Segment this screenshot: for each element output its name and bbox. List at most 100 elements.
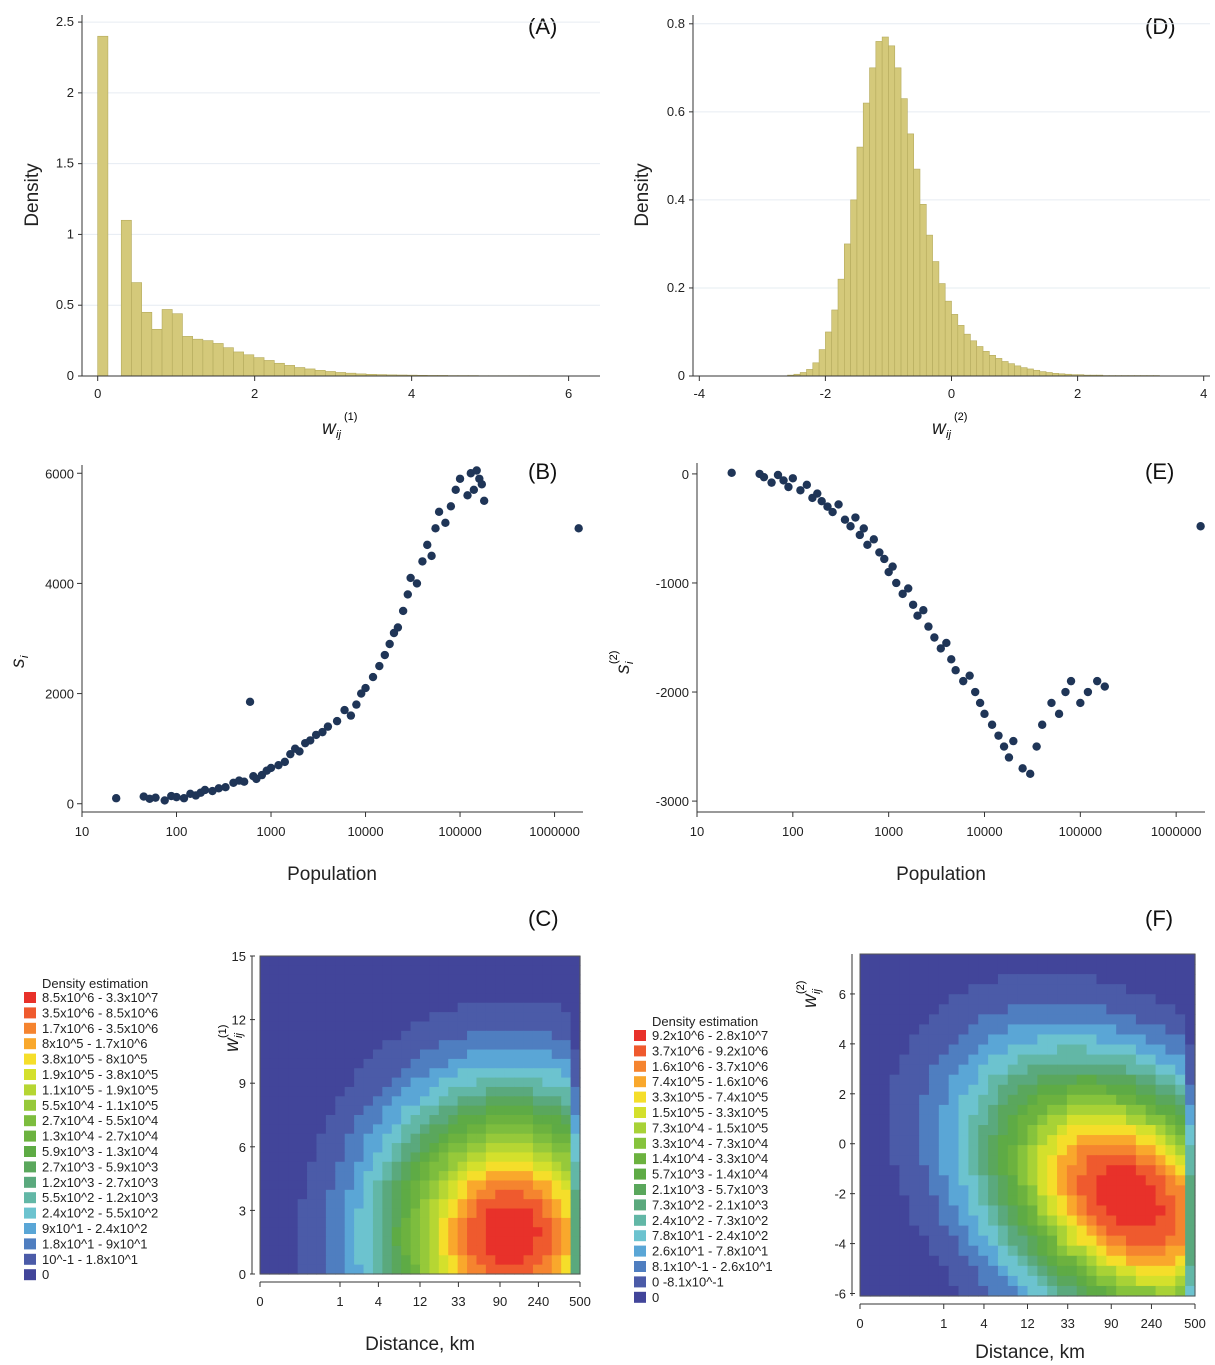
scatter-point [1092,676,1102,686]
heatmap-cell [1145,1114,1157,1126]
heatmap-cell [899,1135,910,1146]
heatmap-cell [344,965,355,976]
heatmap-cell [344,1180,355,1191]
heatmap-cell [928,1054,940,1066]
legend-item-label: 9.2x10^6 - 2.8x10^7 [652,1028,768,1043]
heatmap-cell [1135,1205,1147,1217]
heatmap-cell [1116,1044,1127,1056]
heatmap-cell [269,1199,280,1210]
heatmap-cell [391,1012,402,1023]
legend-item-label: 5.7x10^3 - 1.4x10^4 [652,1167,768,1182]
heatmap-cell [978,1135,989,1146]
heatmap-cell [988,1135,999,1146]
scatter-point [295,747,304,756]
heatmap-cell [542,974,553,985]
scatter-point [179,794,189,803]
heatmap-cell [1126,1245,1137,1257]
heatmap-cell [561,1227,572,1238]
heatmap-cell [958,994,969,1005]
heatmap-cell [514,984,525,995]
heatmap-cell [514,1077,525,1088]
heatmap-cell [958,1165,969,1176]
heatmap-cell [869,964,881,975]
heatmap-cell [919,1034,930,1046]
heatmap-cell [316,1152,327,1163]
heatmap-cell [1066,1265,1078,1277]
heatmap-cell [382,1040,393,1051]
heatmap-cell [260,1189,271,1200]
heatmap-cell [1126,1104,1137,1116]
scatter-point [346,711,356,720]
heatmap-cell [372,1115,383,1125]
scatter-point [999,742,1009,751]
heatmap-cell [1126,1155,1137,1166]
heatmap-cell [448,1012,459,1023]
heatmap-cell [448,1133,459,1144]
svg-text:(1): (1) [344,411,357,423]
legend-item-label: 3.7x10^6 - 9.2x10^6 [652,1043,768,1058]
x-tick-label: 500 [1184,1316,1206,1331]
svg-text:ij: ij [233,1033,245,1038]
heatmap-cell [429,1068,440,1079]
heatmap-cell [1057,1285,1068,1297]
heatmap-cell [269,1133,280,1144]
heatmap-cell [325,1255,336,1266]
heatmap-cell [401,1180,412,1191]
x-tick-label: 4 [980,1316,987,1331]
heatmap-cell [958,1285,969,1297]
heatmap-cell [1126,1094,1137,1106]
heatmap-cell [269,993,280,1004]
heatmap-cell [1066,1054,1078,1066]
y-axis-label-a: Density [22,163,43,227]
heatmap-cell [1027,1074,1038,1086]
heatmap-cell [988,1175,999,1186]
heatmap-cell [978,1285,989,1297]
heatmap-cell [889,1205,901,1217]
heatmap-cell [335,1236,346,1247]
heatmap-cell [1007,1265,1019,1277]
heatmap-cell [938,1034,950,1046]
heatmap-cell [1135,1044,1147,1056]
heatmap-cell [297,1161,308,1172]
heatmap-cell [391,993,402,1004]
heatmap-cell [288,1105,299,1116]
heatmap-cell [344,1077,355,1088]
heatmap-cell [504,1152,515,1163]
heatmap-cell [1017,1155,1029,1166]
heatmap-cell [551,1086,562,1097]
heatmap-cell [958,1185,969,1197]
heatmap-cell [363,1189,374,1200]
heatmap-cell [869,1195,881,1207]
heatmap-cell [1155,1145,1167,1156]
heatmap-cell [316,1058,327,1069]
heatmap-cell [1057,1265,1068,1277]
heatmap-cell [1096,1155,1107,1166]
heatmap-cell [860,1165,871,1176]
heatmap-cell [354,1199,365,1210]
heatmap-cell [1116,994,1127,1005]
heatmap-cell [1155,974,1167,985]
heatmap-cell [1106,1064,1117,1076]
histogram-bar [944,300,952,377]
heatmap-cell [316,1189,327,1200]
heatmap-cell [363,984,374,995]
heatmap-cell [354,1021,365,1032]
heatmap-cell [997,1014,1009,1026]
heatmap-cell [919,1054,930,1066]
heatmap-cell [1135,1074,1147,1086]
heatmap-cell [1057,1104,1068,1116]
heatmap-cell [1037,1165,1048,1176]
x-tick-label: 6 [565,386,572,401]
heatmap-cell [958,1225,969,1237]
heatmap-cell [1145,1165,1157,1176]
heatmap-cell [561,1217,572,1228]
scatter-point [423,540,432,550]
heatmap-cell [1106,1235,1117,1247]
heatmap-cell [570,1105,581,1116]
heatmap-cell [485,965,496,976]
heatmap-cell [269,1124,280,1135]
heatmap-cell [316,965,327,976]
heatmap-cell [1057,994,1068,1005]
heatmap-cell [429,1077,440,1088]
heatmap-cell [382,1012,393,1023]
